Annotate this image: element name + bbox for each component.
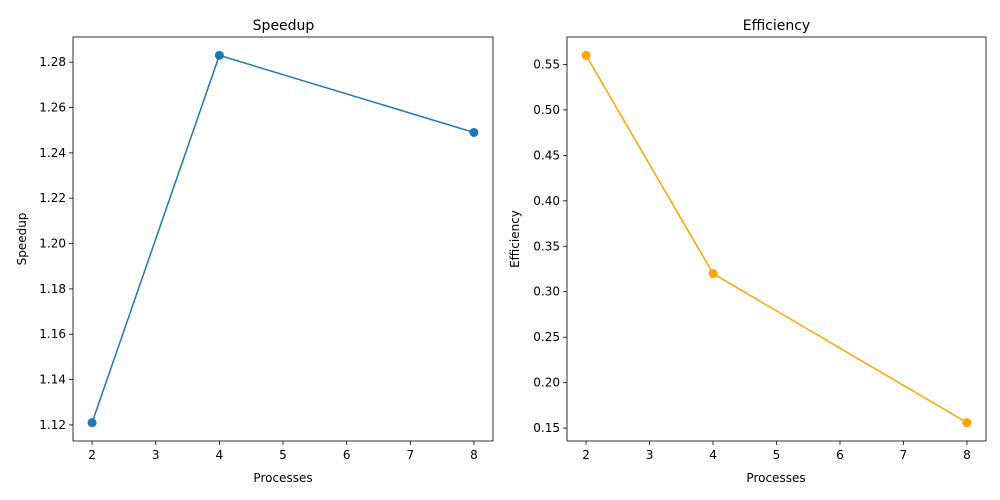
data-point	[962, 418, 972, 428]
x-tick-label: 2	[582, 448, 590, 462]
x-tick-label: 7	[900, 448, 908, 462]
y-tick-label: 0.20	[533, 376, 560, 390]
x-tick-label: 4	[216, 448, 224, 462]
x-tick-label: 6	[343, 448, 351, 462]
x-axis-label: Processes	[253, 471, 312, 485]
series-speedup	[87, 50, 479, 428]
y-tick-label: 0.15	[533, 421, 560, 435]
y-axis-label: Efficiency	[508, 210, 522, 268]
x-tick-label: 4	[709, 448, 717, 462]
y-tick-label: 1.16	[39, 327, 66, 341]
y-tick-label: 0.35	[533, 239, 560, 253]
data-point	[87, 418, 97, 428]
x-tick-label: 6	[836, 448, 844, 462]
x-tick-label: 5	[279, 448, 287, 462]
data-point	[708, 269, 718, 279]
y-tick-label: 1.12	[39, 418, 66, 432]
x-axis: 2 3 4 5 6 7 8	[582, 441, 971, 462]
x-tick-label: 3	[152, 448, 160, 462]
x-tick-label: 8	[963, 448, 971, 462]
y-tick-label: 1.18	[39, 282, 66, 296]
x-tick-label: 2	[88, 448, 96, 462]
x-axis: 2 3 4 5 6 7 8	[88, 441, 478, 462]
y-axis-label: Speedup	[15, 213, 29, 266]
y-tick-label: 1.22	[39, 191, 66, 205]
x-tick-label: 3	[646, 448, 654, 462]
y-tick-label: 1.26	[39, 101, 66, 115]
x-tick-label: 5	[773, 448, 781, 462]
series-efficiency	[581, 50, 972, 428]
y-tick-label: 1.24	[39, 146, 66, 160]
y-tick-label: 0.45	[533, 148, 560, 162]
x-tick-label: 8	[470, 448, 478, 462]
y-tick-label: 0.30	[533, 285, 560, 299]
y-axis: 0.15 0.20 0.25 0.30 0.35 0.40 0.45 0.50 0.55	[533, 57, 567, 435]
data-point	[581, 50, 591, 60]
y-tick-label: 1.28	[39, 55, 66, 69]
y-tick-label: 0.40	[533, 194, 560, 208]
chart-title: Speedup	[253, 18, 315, 34]
speedup-chart: Speedup 2 3 4 5 6 7 8 1.12 1.14 1.16 1.18 1.20 1.22…	[15, 18, 494, 485]
data-point	[469, 127, 479, 137]
y-axis: 1.12 1.14 1.16 1.18 1.20 1.22 1.24 1.26 1.28	[39, 55, 73, 432]
y-tick-label: 1.20	[39, 237, 66, 251]
y-tick-label: 0.50	[533, 103, 560, 117]
x-tick-label: 7	[406, 448, 414, 462]
y-tick-label: 1.14	[39, 373, 66, 387]
y-tick-label: 0.55	[533, 57, 560, 71]
x-axis-label: Processes	[746, 471, 805, 485]
data-point	[214, 50, 224, 60]
y-tick-label: 0.25	[533, 330, 560, 344]
chart-title: Efficiency	[743, 18, 810, 34]
